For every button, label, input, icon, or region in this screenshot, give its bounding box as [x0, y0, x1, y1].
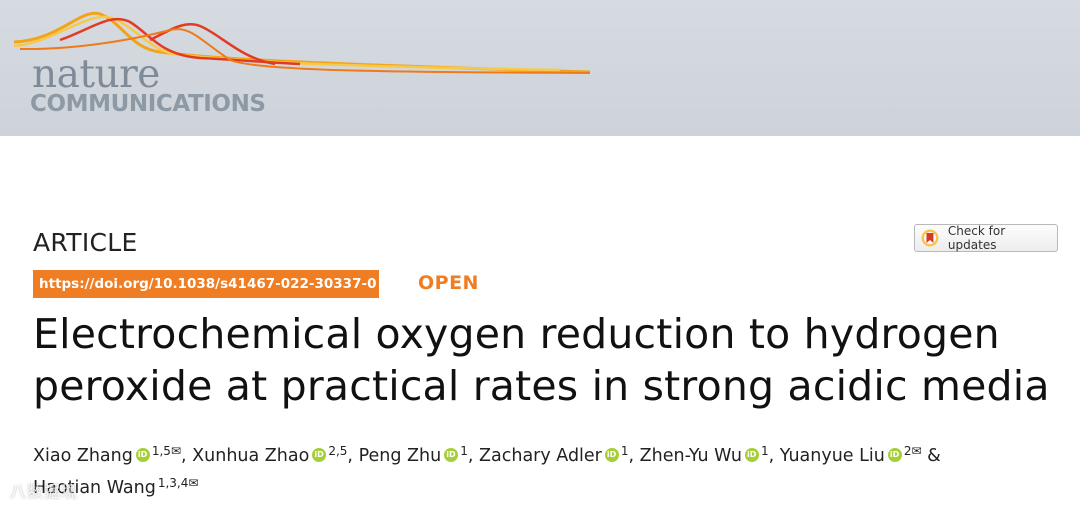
author-affiliation: 1 — [620, 444, 629, 458]
orcid-icon[interactable] — [135, 448, 150, 462]
author-name[interactable]: Xunhua Zhao — [192, 446, 310, 466]
orcid-icon[interactable] — [744, 448, 759, 462]
author-separator-amp: & — [927, 446, 941, 466]
author-name[interactable]: Yuanyue Liu — [779, 446, 885, 466]
logo-communications-text: COMMUNICATIONS — [30, 91, 266, 117]
author-affiliation: 2 — [903, 444, 912, 458]
watermark: 八数据境 — [10, 482, 79, 501]
author-separator: , — [768, 446, 775, 466]
article-title-line-1: Electrochemical oxygen reduction to hydr… — [33, 310, 1000, 358]
orcid-icon[interactable] — [604, 448, 619, 462]
mail-icon[interactable]: ✉ — [188, 476, 199, 490]
author-name[interactable]: Xiao Zhang — [33, 446, 133, 466]
author-separator: , — [628, 446, 635, 466]
orcid-icon[interactable] — [887, 448, 902, 462]
check-for-updates-button[interactable]: Check for updates — [914, 224, 1058, 252]
orcid-icon[interactable] — [444, 448, 459, 462]
author-separator: , — [467, 446, 474, 466]
journal-banner: nature COMMUNICATIONS — [0, 0, 1080, 136]
article-title: Electrochemical oxygen reduction to hydr… — [33, 308, 1073, 412]
author-affiliation: 1,5 — [151, 444, 171, 458]
mail-icon[interactable]: ✉ — [911, 444, 922, 458]
author-name[interactable]: Zachary Adler — [479, 446, 602, 466]
logo-nature-text: nature — [32, 52, 160, 97]
mail-icon[interactable]: ✉ — [170, 444, 182, 458]
doi-link[interactable]: https://doi.org/10.1038/s41467-022-30337… — [33, 270, 379, 298]
author-separator: , — [347, 446, 353, 466]
author-name[interactable]: Haotian Wang — [33, 478, 156, 498]
crossmark-icon — [921, 229, 939, 247]
author-affiliation: 1 — [460, 444, 468, 458]
open-access-label: OPEN — [418, 272, 479, 294]
journal-logo-waves — [13, 11, 591, 74]
orcid-icon[interactable] — [312, 448, 327, 462]
check-for-updates-label: Check for updates — [947, 224, 1006, 252]
author-separator: , — [181, 446, 187, 466]
author-list: Xiao Zhang1,5✉, Xunhua Zhao2,5, Peng Zhu… — [33, 438, 1073, 502]
author-name[interactable]: Peng Zhu — [358, 446, 442, 466]
article-title-line-2: peroxide at practical rates in strong ac… — [33, 362, 1050, 410]
author-name[interactable]: Zhen-Yu Wu — [639, 446, 742, 466]
author-affiliation: 1,3,4 — [157, 476, 189, 490]
article-type: ARTICLE — [33, 228, 138, 257]
author-affiliation: 2,5 — [328, 444, 348, 458]
author-affiliation: 1 — [760, 444, 769, 458]
